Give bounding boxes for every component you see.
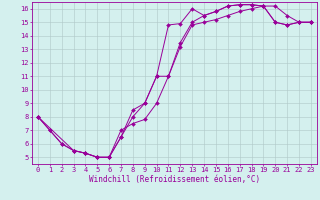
X-axis label: Windchill (Refroidissement éolien,°C): Windchill (Refroidissement éolien,°C): [89, 175, 260, 184]
